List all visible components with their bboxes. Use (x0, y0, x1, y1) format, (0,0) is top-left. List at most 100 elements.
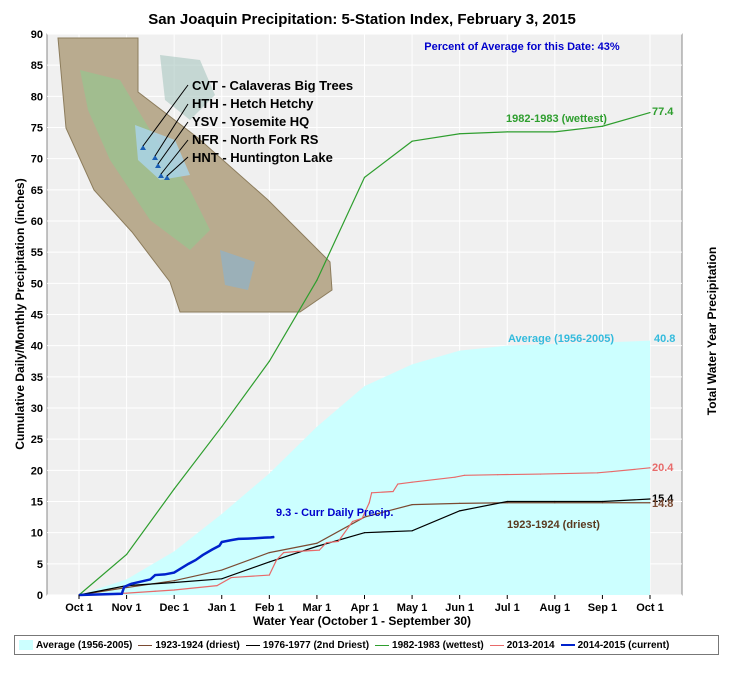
end-label-2013-2014: 20.4 (652, 462, 674, 474)
station-label-hnt: HNT - Huntington Lake (192, 150, 333, 165)
station-leader-lines (142, 84, 189, 177)
y-tick-label: 80 (31, 91, 43, 103)
data-point-1982-1983-wettest (268, 360, 270, 362)
data-point-1923-1924-driest (506, 502, 508, 504)
data-point-2013-2014 (411, 481, 413, 483)
data-point-1982-1983-wettest (125, 553, 128, 556)
data-point-1982-1983-wettest (554, 131, 556, 133)
series-area-average (79, 340, 650, 595)
x-tick-label: May 1 (397, 602, 428, 614)
legend-label: 2013-2014 (506, 639, 555, 651)
data-point-2014-2015-current (173, 571, 175, 574)
y-tick-label: 75 (31, 123, 43, 135)
data-point-1976-1977-2nd-driest (268, 561, 270, 563)
data-point-2014-2015-current (123, 586, 125, 588)
data-point-2014-2015-current (254, 537, 256, 539)
data-point-2013-2014 (125, 592, 128, 594)
data-point-1976-1977-2nd-driest (221, 578, 223, 580)
data-point-2014-2015-current (270, 536, 272, 538)
legend-item-2013-2014: 2013-2014 (489, 639, 555, 651)
data-point-1976-1977-2nd-driest (649, 498, 651, 500)
data-point-1976-1977-2nd-driest (554, 500, 556, 503)
data-point-2014-2015-current (221, 541, 223, 543)
data-point-1923-1924-driest (221, 569, 223, 571)
data-point-2013-2014 (154, 590, 156, 592)
end-label-average: 40.8 (654, 333, 675, 345)
data-point-1982-1983-wettest (173, 488, 175, 490)
data-point-1982-1983-wettest (459, 133, 461, 135)
end-label-wettest: 77.4 (652, 106, 674, 118)
x-tick-label: Oct 1 (636, 602, 664, 614)
data-point-2013-2014 (337, 540, 339, 542)
lake-shape (220, 250, 255, 290)
y-tick-label: 35 (31, 372, 43, 384)
data-point-1923-1924-driest (554, 502, 556, 504)
data-point-2013-2014 (297, 550, 299, 552)
leader-line-cvt (142, 84, 189, 147)
y-tick-label: 20 (31, 465, 43, 477)
y-tick-label: 45 (31, 310, 43, 322)
station-marker-cvt (140, 145, 146, 150)
data-point-1982-1983-wettest (506, 131, 508, 133)
data-point-2014-2015-current (180, 567, 182, 569)
label-driest: 1923-1924 (driest) (507, 519, 600, 531)
data-point-2013-2014 (283, 552, 285, 554)
y-tick-label: 85 (31, 60, 43, 72)
data-point-2013-2014 (318, 549, 320, 551)
y-tick-label: 65 (31, 185, 43, 197)
x-tick-label: Aug 1 (540, 602, 571, 614)
data-point-1976-1977-2nd-driest (601, 500, 604, 503)
data-point-2014-2015-current (121, 593, 123, 595)
data-point-2013-2014 (597, 472, 599, 474)
leader-line-hth (154, 103, 189, 157)
y-tick-label: 90 (31, 29, 43, 41)
x-tick-label: Oct 1 (65, 602, 93, 614)
y-tick-label: 50 (31, 278, 43, 290)
data-point-1923-1924-driest (173, 580, 175, 582)
data-point-2014-2015-current (247, 537, 249, 540)
data-point-2013-2014 (539, 473, 542, 475)
legend-swatch (138, 644, 153, 646)
data-point-1923-1924-driest (268, 552, 270, 554)
data-point-1923-1924-driest (459, 502, 461, 504)
data-point-1923-1924-driest (411, 504, 413, 506)
current-daily-note: 9.3 - Curr Daily Precip. (276, 507, 393, 519)
data-point-2014-2015-current (164, 573, 166, 576)
data-point-1923-1924-driest (316, 542, 318, 544)
y-tick-label: 0 (37, 590, 43, 602)
data-point-2014-2015-current (187, 563, 190, 565)
x-tick-label: Mar 1 (303, 602, 332, 614)
x-axis-ticks: Oct 1 Nov 1 Dec 1 Jan 1 Feb 1 Mar 1 Apr 1 May 1… (65, 595, 664, 614)
data-point-2013-2014 (397, 483, 399, 485)
x-tick-label: Feb 1 (255, 602, 284, 614)
label-wettest: 1982-1983 (wettest) (506, 113, 607, 125)
data-point-2014-2015-current (273, 536, 275, 538)
data-point-1976-1977-2nd-driest (411, 530, 413, 532)
legend-swatch (489, 644, 504, 646)
x-tick-label: Sep 1 (588, 602, 617, 614)
legend-item-1923-1924-driest: 1923-1924 (driest) (138, 640, 240, 651)
station-label-ysv: YSV - Yosemite HQ (192, 114, 309, 129)
legend-label: 1982-1983 (wettest) (392, 639, 484, 651)
data-point-1982-1983-wettest (411, 140, 413, 142)
station-marker-nfr (158, 173, 164, 178)
legend-item-average-1956-2005: Average (1956-2005) (19, 640, 132, 651)
data-point-2014-2015-current (194, 559, 197, 561)
chart-title: San Joaquin Precipitation: 5-Station Ind… (148, 11, 576, 28)
data-point-2013-2014 (325, 542, 328, 544)
x-tick-label: Jul 1 (495, 602, 520, 614)
data-point-2014-2015-current (202, 554, 204, 556)
data-point-1923-1924-driest (363, 516, 366, 518)
data-point-2014-2015-current (263, 537, 266, 539)
label-average: Average (1956-2005) (508, 333, 614, 345)
legend-item-1982-1983-wettest: 1982-1983 (wettest) (375, 640, 484, 651)
data-point-2013-2014 (368, 502, 370, 504)
data-point-2014-2015-current (130, 583, 132, 585)
data-point-1976-1977-2nd-driest (363, 532, 366, 534)
california-map-inset: CVT - Calaveras Big Trees HTH - Hetch He… (57, 37, 353, 313)
data-point-2014-2015-current (230, 539, 232, 541)
legend: Average (1956-2005) 1923-1924 (driest) 197… (14, 635, 719, 655)
y-axis-ticks: 0 5 10 15 20 25 30 35 40 45 50 55 60 65 70 75 80 85 90 (31, 29, 43, 602)
y-tick-label: 30 (31, 403, 43, 415)
data-point-1976-1977-2nd-driest (316, 545, 318, 547)
